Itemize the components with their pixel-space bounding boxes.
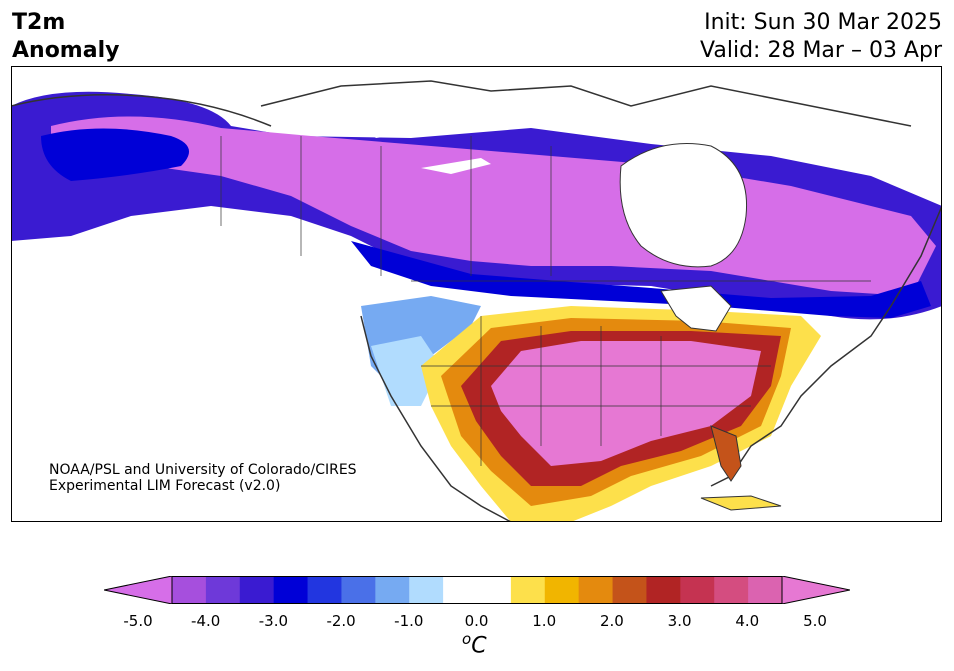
- colorbar-swatch: [375, 576, 410, 604]
- credit-line-1: NOAA/PSL and University of Colorado/CIRE…: [49, 462, 357, 478]
- title-subtitle: Anomaly: [12, 38, 120, 63]
- colorbar-swatch: [680, 576, 715, 604]
- colorbar-tick-label: 2.0: [599, 612, 624, 630]
- anomaly-map: [11, 66, 942, 522]
- cuba: [700, 495, 782, 511]
- colorbar-swatch: [646, 576, 681, 604]
- credit-line-2: Experimental LIM Forecast (v2.0): [49, 478, 281, 494]
- colorbar-swatch: [341, 576, 376, 604]
- colorbar-extend-high: [781, 576, 850, 604]
- colorbar-swatch: [714, 576, 749, 604]
- light-cool-band: [371, 336, 441, 406]
- colorbar-swatch: [239, 576, 275, 604]
- colorbar-tick-label: -1.0: [394, 612, 424, 630]
- colorbar-extend-low: [104, 576, 173, 604]
- forecast-dates: Init: Sun 30 Mar 2025 Valid: 28 Mar – 03…: [700, 9, 942, 65]
- colorbar-tick-label: 5.0: [803, 612, 827, 630]
- florida: [710, 425, 742, 482]
- great-bear-lake: [361, 124, 416, 138]
- cold-band-south: [351, 241, 931, 318]
- map-frame: [11, 66, 942, 522]
- map-title: T2m Anomaly: [12, 9, 119, 65]
- colorbar-swatch: [544, 576, 580, 604]
- coastline: [11, 80, 942, 522]
- colorbar-swatch: [443, 576, 478, 604]
- colorbar-swatch: [172, 576, 207, 604]
- colorbar-swatch: [510, 576, 546, 604]
- colorbar-frame: [171, 576, 783, 604]
- colorbar-tick-label: 4.0: [735, 612, 760, 630]
- colorbar-tick-label: -5.0: [123, 612, 153, 630]
- title-variable: T2m: [12, 10, 66, 35]
- colorbar-tick-label: -2.0: [326, 612, 356, 630]
- colorbar-swatch: [273, 576, 309, 604]
- init-date: Init: Sun 30 Mar 2025: [704, 10, 942, 35]
- credit-text: NOAA/PSL and University of Colorado/CIRE…: [49, 462, 357, 494]
- colorbar-tick-label: -3.0: [258, 612, 289, 630]
- colorbar-swatch: [205, 576, 241, 604]
- colorbar-swatch: [477, 576, 512, 604]
- hudson-bay: [619, 143, 748, 268]
- unit-degree: o: [462, 630, 472, 648]
- cold-anomaly-inner-alaska: [41, 128, 189, 181]
- unit-letter: C: [471, 633, 487, 659]
- valid-range: Valid: 28 Mar – 03 Apr: [700, 38, 942, 63]
- colorbar: [104, 576, 850, 604]
- colorbar-tick-label: 3.0: [667, 612, 692, 630]
- colorbar-swatch: [612, 576, 647, 604]
- great-lakes: [660, 285, 732, 332]
- colorbar-unit: oC: [462, 630, 487, 658]
- colorbar-ticks: -5.0 -4.0 -3.0 -2.0 -1.0 0.0 1.0 2.0 3.0 4.0 5.0: [0, 612, 954, 632]
- colorbar-tick-label: 1.0: [532, 612, 557, 630]
- colorbar-swatch: [578, 576, 614, 604]
- colorbar-tick-label: 0.0: [464, 612, 489, 630]
- warm-anomaly-core: [491, 341, 761, 466]
- colorbar-swatch: [748, 576, 783, 604]
- colorbar-swatch: [409, 576, 444, 604]
- political-borders: [220, 136, 871, 466]
- colorbar-swatch: [307, 576, 342, 604]
- great-slave-lake: [421, 158, 491, 174]
- colorbar-tick-label: -4.0: [191, 612, 221, 630]
